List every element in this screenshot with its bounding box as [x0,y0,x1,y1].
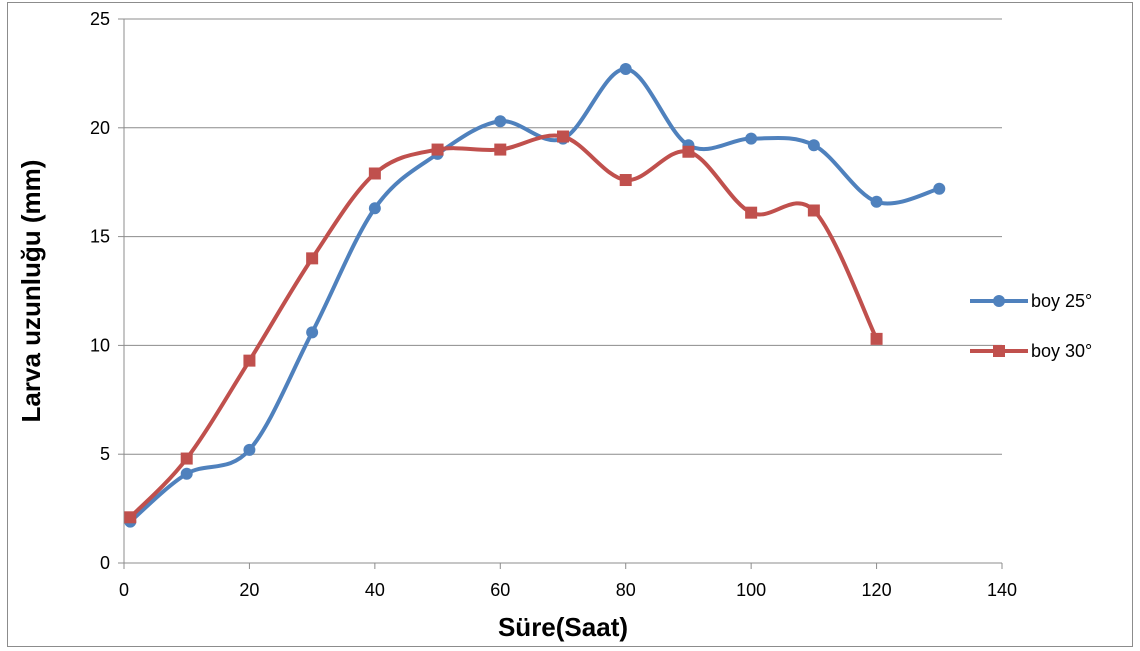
data-point [243,354,256,367]
x-tick-labels: 0 20 40 60 80 100 120 140 [119,580,1017,600]
data-point [368,167,381,180]
series [124,63,946,528]
legend-label: boy 30° [1031,341,1092,361]
legend-item-1: boy 25° [970,291,1092,311]
x-tick-label: 20 [239,580,259,600]
y-tick-label: 15 [90,227,110,247]
legend-item-2: boy 30° [970,341,1092,361]
y-axis-title: Larva uzunluğu (mm) [16,160,46,423]
legend: boy 25° boy 30° [970,291,1092,361]
y-tick-label: 0 [100,553,110,573]
series-line [128,133,879,520]
data-point [682,145,695,158]
y-tick-label: 10 [90,335,110,355]
chart-frame [7,2,1133,647]
data-point [306,326,319,339]
data-point [870,195,883,208]
x-tick-label: 40 [365,580,385,600]
data-point [619,174,632,187]
series-line [128,67,942,524]
grid-lines [124,18,1002,455]
legend-label: boy 25° [1031,291,1092,311]
x-tick-label: 0 [119,580,129,600]
data-point [306,252,319,265]
x-tick-label: 140 [987,580,1017,600]
data-point [619,63,632,76]
data-point [180,467,193,480]
x-tick-label: 100 [736,580,766,600]
data-point [745,206,758,219]
data-point [870,332,883,345]
x-axis-title: Süre(Saat) [498,612,628,642]
data-point [807,139,820,152]
data-point [431,143,444,156]
x-tick-label: 80 [616,580,636,600]
data-point [124,511,137,524]
data-point [557,130,569,143]
data-point [494,115,507,128]
data-point [745,132,758,145]
data-point [180,452,193,465]
y-tick-label: 20 [90,118,110,138]
legend-marker [993,295,1005,307]
series-1 [124,63,946,528]
series-2 [124,130,883,524]
data-point [494,143,507,156]
legend-marker [993,345,1005,357]
y-tick-label: 25 [90,9,110,29]
data-point [807,204,820,217]
x-tick-label: 60 [490,580,510,600]
data-point [243,443,256,456]
x-tick-label: 120 [862,580,892,600]
axes [118,18,1003,569]
data-point [933,182,946,195]
y-tick-labels: 0 5 10 15 20 25 [90,9,110,573]
y-tick-label: 5 [100,444,110,464]
data-point [368,202,381,215]
